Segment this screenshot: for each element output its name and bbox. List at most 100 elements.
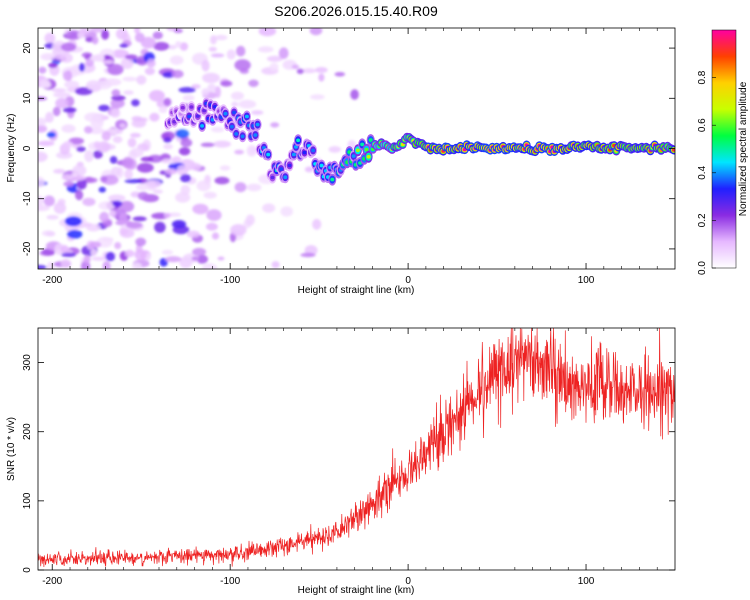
spectrogram-noise-cell [246,145,257,157]
spectrogram-noise-cell [135,237,147,247]
spectrogram-noise-cell [123,90,134,95]
spectrogram-noise-cell [214,86,221,98]
spectrogram-noise-cell [258,46,274,53]
spectrogram-ridge-core [234,132,239,136]
spectrogram-ridge-core [270,175,275,180]
spectrogram-noise-cell [304,166,314,173]
spectrogram-noise-cell [51,88,67,93]
spectrogram-noise-cell [46,261,55,269]
spectrogram-noise-cell [111,49,129,59]
spectrogram-noise-cell [67,229,83,239]
spectrogram-ridge-core [200,124,205,128]
spectrogram-noise-cell [111,95,126,101]
spectrogram-noise-cell [280,206,294,217]
snr-series [38,328,675,568]
spectrogram-ridge-core [229,124,234,129]
spectrogram-noise-cell [100,175,108,183]
spectrogram-noise-cell [144,67,155,76]
spectrogram-noise-cell [38,125,48,133]
spectrogram-noise-cell [315,67,328,73]
spectrogram-noise-cell [54,243,64,255]
spectrogram-ridge-core [232,110,237,115]
spectrogram-ridge-core [311,148,316,153]
colorbar-tick-label: 0.6 [697,118,708,132]
spectrogram-ridge-core [283,175,288,179]
colorbar-label: Normalized spectral amplitude [738,81,749,216]
spectrogram-noise-cell [161,249,174,255]
spectrogram-noise-cell [318,73,325,82]
spectrogram-ridge-core [189,105,194,109]
spectrogram-noise-cell [146,58,156,68]
spectrogram-noise-cell [269,62,279,72]
snr-xtick-label: 100 [578,576,595,587]
spectrogram-ridge-core [279,167,284,171]
snr-ytick-label: 300 [22,354,33,371]
spectrogram-noise-cell [238,99,257,109]
spectrogram-noise-cell [71,172,78,178]
snr-xlabel: Height of straight line (km) [298,585,415,596]
spectrogram-noise-cell [196,180,211,192]
spectrogram-xtick-label: -200 [42,275,62,286]
spectrogram-noise-cell [55,151,73,159]
spectrogram-noise-cell [126,221,143,229]
spectrogram-noise-cell [180,174,192,183]
spectrogram-xtick-label: 0 [405,275,411,286]
spectrogram-noise-cell [203,191,217,199]
spectrogram-noise-cell [208,46,217,52]
spectrogram-noise-cell [38,151,48,162]
spectrogram-noise-cell [90,117,104,129]
spectrogram-noise-cell [53,168,66,174]
spectrogram-noise-cell [53,202,67,214]
spectrogram-noise-cell [122,156,134,169]
spectrogram-noise-cell [38,265,47,269]
spectrogram-noise-cell [278,47,289,59]
snr-ytick-label: 100 [22,492,33,509]
spectrogram-noise-cell [168,212,181,217]
spectrogram-noise-cell [182,94,195,101]
spectrogram-noise-cell [262,203,276,213]
snr-xtick-label: -100 [220,576,240,587]
spectrogram-noise-cell [62,70,72,82]
spectrogram-noise-cell [124,249,135,258]
spectrogram-noise-cell [192,203,209,215]
spectrogram-noise-cell [230,224,247,236]
colorbar-tick-label: 0.0 [697,261,708,275]
spectrogram-noise-cell [85,177,98,183]
spectrogram-noise-cell [44,32,56,44]
spectrogram-noise-cell [119,43,129,48]
spectrogram-noise-cell [131,119,147,128]
spectrogram-noise-cell [102,261,111,269]
spectrogram-noise-cell [211,232,220,240]
spectrogram-noise-cell [149,112,160,122]
spectrogram-noise-cell [102,60,114,64]
spectrogram-noise-cell [205,222,218,231]
spectrogram-noise-cell [110,98,125,109]
spectrogram-noise-cell [115,28,128,40]
spectrogram-noise-cell [217,256,225,261]
spectrogram-noise-cell [248,79,259,88]
spectrogram-xtick-label: -100 [220,275,240,286]
spectrogram-noise-cell [328,146,342,153]
spectrogram-noise-cell [38,204,50,212]
spectrogram-noise-cell [236,45,246,57]
spectrogram-noise-cell [154,221,166,233]
spectrogram-noise-cell [93,141,101,149]
snr-line [38,328,675,568]
spectrogram-ytick-label: 20 [22,42,33,54]
colorbar-tick-label: 0.8 [697,70,708,84]
spectrogram-ridge-core [223,111,228,116]
spectrogram-ridge-core [296,138,301,143]
spectrogram-noise-cell [173,28,183,34]
spectrogram-ytick-label: -10 [22,191,33,206]
spectrogram-noise-cell [164,168,178,175]
spectrogram-ridge-core [351,154,356,158]
spectrogram-noise-cell [201,88,210,97]
spectrogram-ridge-core [240,134,245,139]
spectrogram-noise [38,28,359,269]
spectrogram-noise-cell [89,28,105,33]
spectrogram-noise-cell [350,89,359,100]
spectrogram-xlabel: Height of straight line (km) [298,285,415,296]
spectrogram-noise-cell [132,216,147,222]
spectrogram-noise-cell [45,231,56,237]
